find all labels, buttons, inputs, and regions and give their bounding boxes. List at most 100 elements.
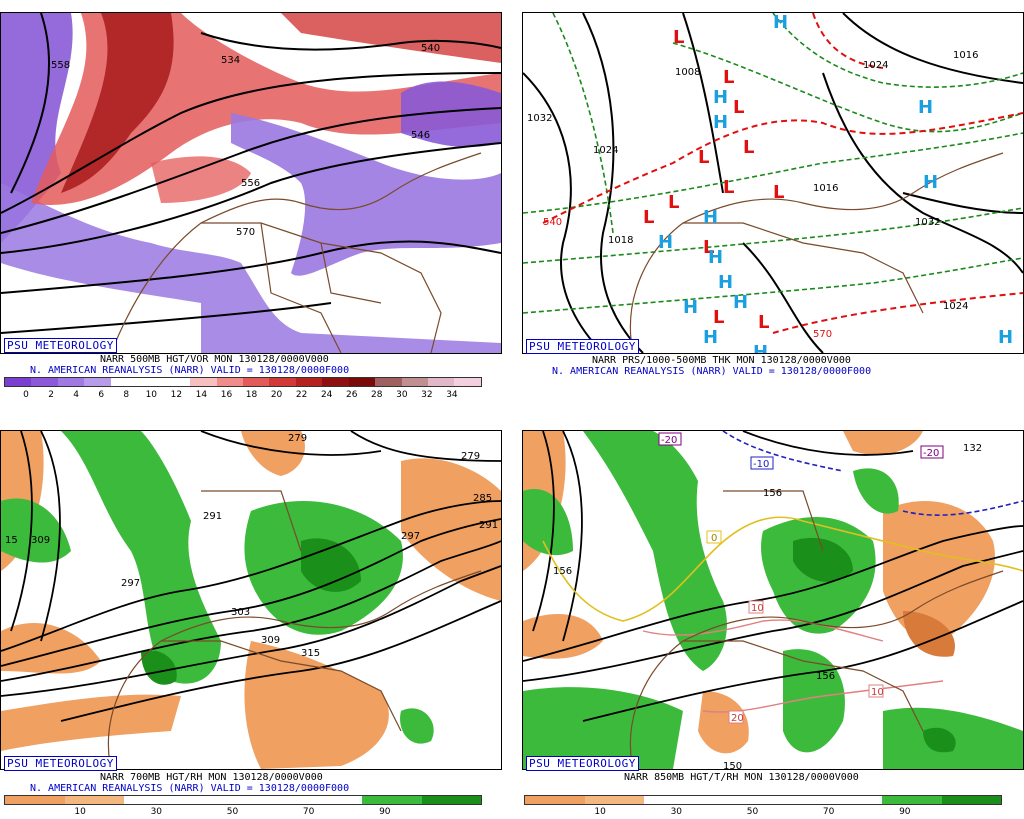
- svg-text:H: H: [998, 327, 1013, 348]
- colorbar-tick-label: 26: [345, 390, 358, 400]
- svg-text:H: H: [733, 292, 748, 313]
- colorbar-tick-label: 70: [302, 807, 315, 817]
- isobar-label: 1016: [953, 50, 978, 61]
- psu-meteorology-badge: PSU METEOROLOGY: [526, 756, 639, 771]
- colorbar-tick-label: 4: [73, 390, 80, 400]
- svg-text:L: L: [698, 147, 709, 168]
- map-700mb: 279 279 285 291 291 297 297 303 309 315 …: [0, 430, 502, 770]
- colorbar-segment: [375, 378, 402, 386]
- colorbar-segment: [84, 378, 111, 386]
- colorbar-segment: [525, 796, 585, 804]
- colorbar-tick-label: 90: [899, 807, 911, 817]
- isobar-label: 1032: [527, 113, 552, 124]
- colorbar-tick-label: 10: [145, 390, 158, 400]
- contour-label: 156: [763, 488, 782, 499]
- contour-label: 297: [121, 578, 140, 589]
- colorbar-segment: [269, 378, 296, 386]
- contour-label: 285: [473, 493, 492, 504]
- colorbar-tick-label: 0: [23, 390, 29, 400]
- contour-label: 546: [411, 130, 430, 141]
- contour-label: 309: [261, 635, 280, 646]
- colorbar-tick-label: 70: [822, 807, 835, 817]
- svg-text:H: H: [683, 297, 698, 318]
- svg-text:H: H: [718, 272, 733, 293]
- contour-label: 150: [723, 761, 742, 769]
- svg-text:H: H: [923, 172, 938, 193]
- svg-text:L: L: [743, 137, 754, 158]
- colorbar-segment: [941, 796, 1001, 804]
- colorbar-rh: [524, 795, 1002, 805]
- colorbar-segment: [64, 796, 124, 804]
- colorbar-segment: [703, 796, 763, 804]
- svg-text:H: H: [658, 232, 673, 253]
- temp-label: 10: [871, 687, 884, 698]
- chart-title-line2: N. AMERICAN REANALYSIS (NARR) VALID = 13…: [30, 783, 350, 794]
- contour-label: 570: [236, 227, 255, 238]
- chart-title-line1: NARR PRS/1000-500MB THK MON 130128/0000V…: [592, 355, 851, 366]
- colorbar-tick-label: 50: [746, 807, 759, 817]
- colorbar-tick-label: 30: [150, 807, 163, 817]
- chart-title-line1: NARR 850MB HGT/T/RH MON 130128/0000V000: [624, 772, 859, 783]
- isobar-label: 1018: [608, 235, 633, 246]
- colorbar-segment: [31, 378, 58, 386]
- colorbar-tick-label: 2: [48, 390, 54, 400]
- colorbar-ticks: 10 30 50 70 90: [524, 807, 1000, 819]
- colorbar-segment: [190, 378, 217, 386]
- contour-label: 534: [221, 55, 240, 66]
- temp-label: 0: [711, 533, 717, 544]
- svg-text:L: L: [703, 237, 714, 258]
- colorbar-ticks: 0 2 4 6 8 10 12 14 16 18 20 22 24 26 28 30 32 34: [4, 390, 480, 402]
- colorbar-segment: [243, 796, 303, 804]
- colorbar-segment: [454, 378, 481, 386]
- chart-title-line1: NARR 700MB HGT/RH MON 130128/0000V000: [100, 772, 323, 783]
- contour-label: 315: [301, 648, 320, 659]
- colorbar-tick-label: 20: [270, 390, 283, 400]
- colorbar-segment: [5, 378, 32, 386]
- svg-text:L: L: [773, 182, 784, 203]
- colorbar-tick-label: 8: [123, 390, 130, 400]
- isobar-label: 1032: [915, 217, 940, 228]
- psu-meteorology-badge: PSU METEOROLOGY: [4, 338, 117, 353]
- svg-text:H: H: [753, 342, 768, 353]
- temp-label: -20: [661, 435, 677, 446]
- chart-title-line2: N. AMERICAN REANALYSIS (NARR) VALID = 13…: [30, 365, 350, 376]
- colorbar-tick-label: 10: [594, 807, 606, 817]
- colorbar-segment: [322, 378, 349, 386]
- colorbar-segment: [362, 796, 422, 804]
- map-500mb-graphic: 558 534 546 540 556 570: [1, 13, 501, 353]
- colorbar-tick-label: 10: [74, 807, 86, 817]
- svg-text:H: H: [713, 87, 728, 108]
- colorbar-tick-label: 30: [670, 807, 683, 817]
- colorbar-tick-label: 18: [245, 390, 258, 400]
- svg-text:H: H: [708, 247, 723, 268]
- colorbar-segment: [584, 796, 644, 804]
- contour-label: 156: [816, 671, 835, 682]
- svg-text:H: H: [713, 112, 728, 133]
- svg-text:L: L: [733, 97, 744, 118]
- colorbar-segment: [183, 796, 243, 804]
- colorbar-tick-label: 24: [320, 390, 333, 400]
- map-700mb-graphic: 279 279 285 291 291 297 297 303 309 315 …: [1, 431, 501, 769]
- contour-label: 156: [553, 566, 572, 577]
- contour-label: 291: [203, 511, 222, 522]
- colorbar-segment: [110, 378, 138, 386]
- colorbar-segment: [822, 796, 882, 804]
- colorbar-segment: [216, 378, 243, 386]
- contour-label: 132: [963, 443, 982, 454]
- svg-text:H: H: [918, 97, 933, 118]
- temp-label: 20: [731, 713, 744, 724]
- contour-label: 291: [479, 520, 498, 531]
- colorbar-segment: [302, 796, 362, 804]
- contour-label: 279: [288, 433, 307, 444]
- chart-title-line2: N. AMERICAN REANALYSIS (NARR) VALID = 13…: [552, 366, 872, 377]
- temp-label: -10: [753, 459, 769, 470]
- colorbar-tick-label: 6: [98, 390, 105, 400]
- contour-label: 15: [5, 535, 18, 546]
- isobar-label: 1024: [863, 60, 888, 71]
- colorbar-segment: [421, 796, 481, 804]
- chart-title-line1: NARR 500MB HGT/VOR MON 130128/0000V000: [100, 354, 329, 365]
- colorbar-ticks: 10 30 50 70 90: [4, 807, 480, 819]
- contour-label: 297: [401, 531, 420, 542]
- svg-text:L: L: [668, 192, 679, 213]
